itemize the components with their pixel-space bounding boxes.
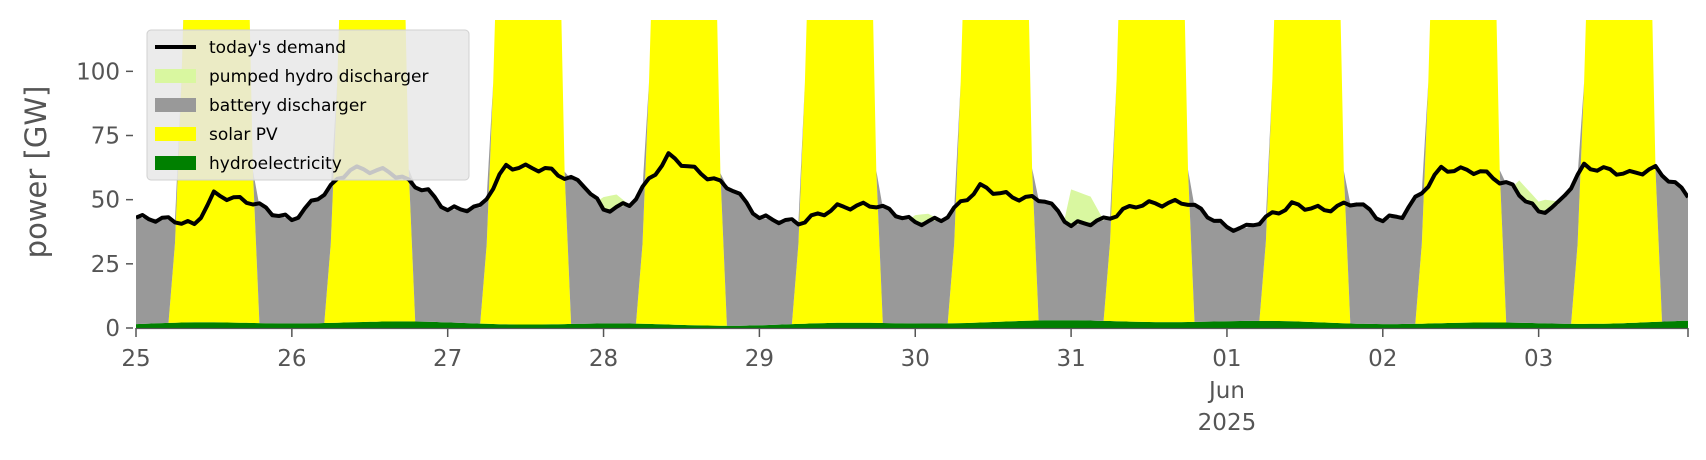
legend-label: solar PV bbox=[209, 125, 278, 145]
legend-swatch bbox=[155, 98, 196, 112]
x-tick-label: 31 bbox=[1056, 346, 1085, 372]
legend-swatch bbox=[155, 127, 196, 141]
legend-box bbox=[146, 29, 470, 181]
x-tick-label: 2025 bbox=[1198, 410, 1257, 436]
legend-label: pumped hydro discharger bbox=[209, 67, 428, 87]
y-tick-label: 25 bbox=[91, 252, 120, 278]
x-tick-label: 27 bbox=[433, 346, 462, 372]
y-tick-label: 0 bbox=[105, 316, 120, 342]
legend-label: battery discharger bbox=[209, 96, 366, 116]
x-tick-label: 03 bbox=[1524, 346, 1553, 372]
x-tick-label: 26 bbox=[277, 346, 306, 372]
legend-swatch bbox=[155, 156, 196, 170]
x-tick-label: 30 bbox=[901, 346, 930, 372]
y-tick-label: 75 bbox=[91, 124, 120, 150]
plot-area bbox=[136, 20, 1688, 328]
x-tick-label: 01 bbox=[1212, 346, 1241, 372]
y-tick-label: 50 bbox=[91, 188, 120, 214]
y-axis-title: power [GW] bbox=[19, 86, 53, 259]
x-tick-label: 02 bbox=[1368, 346, 1397, 372]
legend: today's demand pumped hydro discharger bat… bbox=[146, 29, 470, 181]
legend-label: today's demand bbox=[209, 38, 346, 58]
legend-swatch bbox=[155, 69, 196, 83]
legend-label: hydroelectricity bbox=[209, 154, 342, 174]
area-hydroelectricity bbox=[136, 320, 1688, 328]
area-battery-discharger bbox=[136, 20, 1688, 326]
x-tick-label: 29 bbox=[745, 346, 774, 372]
x-tick-label: Jun bbox=[1207, 378, 1245, 404]
x-tick-label: 28 bbox=[589, 346, 618, 372]
y-tick-label: 100 bbox=[76, 59, 120, 85]
area-solar-pv bbox=[136, 20, 1688, 326]
x-tick-label: 25 bbox=[121, 346, 150, 372]
